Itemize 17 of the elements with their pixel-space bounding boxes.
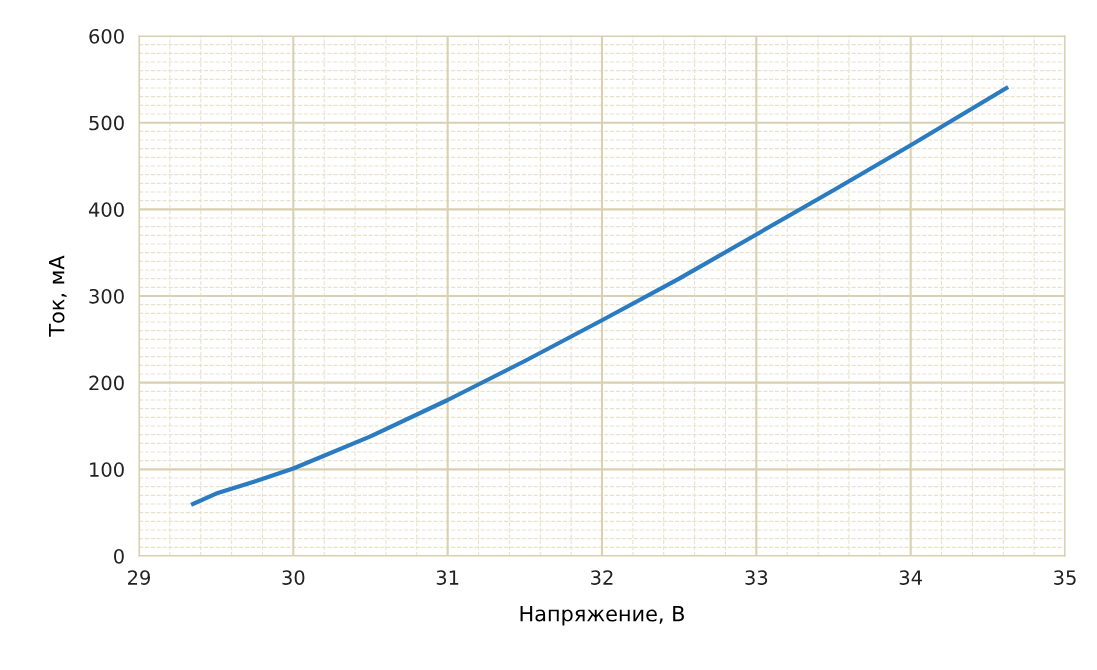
x-tick-label: 31 <box>436 570 459 585</box>
y-tick-label: 500 <box>89 115 124 131</box>
x-axis-title: Напряжение, В <box>520 606 684 626</box>
x-tick-label: 29 <box>128 570 150 585</box>
x-tick-label: 32 <box>591 570 613 585</box>
y-tick-label: 600 <box>89 28 124 44</box>
x-tick-label: 35 <box>1054 570 1076 585</box>
y-tick-label: 400 <box>88 202 124 217</box>
line-series <box>190 85 1009 507</box>
x-tick-label: 33 <box>745 570 768 585</box>
y-tick-label: 0 <box>114 548 124 564</box>
x-tick-label: 34 <box>899 570 922 585</box>
y-tick-label: 300 <box>89 288 124 304</box>
y-tick-label: 200 <box>89 375 124 391</box>
x-tick-label: 30 <box>282 570 305 585</box>
y-axis-title: Ток, мА <box>49 255 67 337</box>
y-tick-label: 100 <box>90 462 124 477</box>
